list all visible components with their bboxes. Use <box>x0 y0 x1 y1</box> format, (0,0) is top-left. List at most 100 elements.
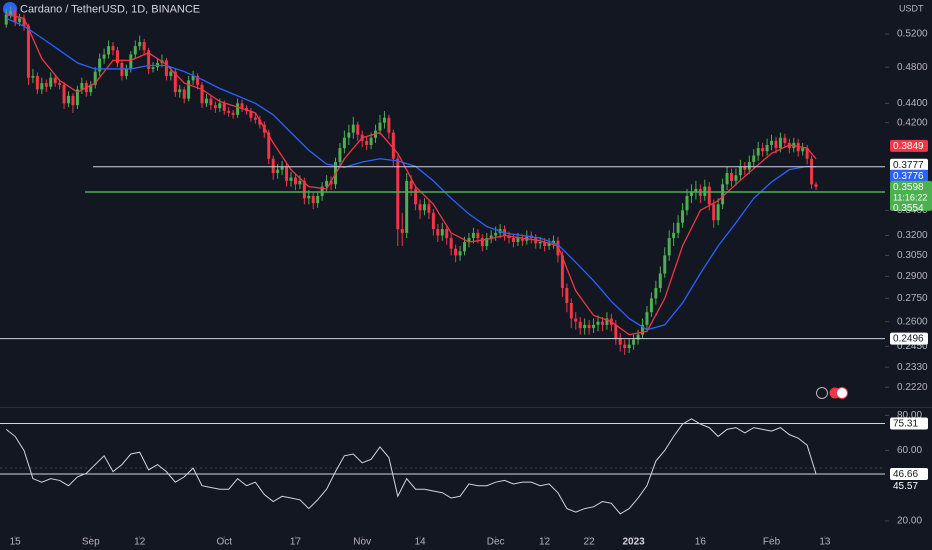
candle-body <box>236 103 240 115</box>
candle-body <box>463 242 467 252</box>
x-tick-label: 2023 <box>622 537 645 548</box>
y-tick-label: 60.00 <box>897 445 922 456</box>
y-tick-label: 0.4800 <box>897 62 928 73</box>
x-tick-label: Nov <box>353 537 371 548</box>
moving-average <box>6 13 817 336</box>
candle-body <box>115 50 119 63</box>
candle-body <box>752 155 756 162</box>
x-tick-label: 13 <box>819 537 831 548</box>
candle-body <box>716 204 720 221</box>
candle-body <box>729 173 733 181</box>
candle-body <box>654 287 658 299</box>
level-label: 0.2496 <box>893 334 924 345</box>
candle-body <box>9 10 13 15</box>
candle-body <box>422 204 426 211</box>
candle-body <box>431 212 435 230</box>
candle-body <box>480 238 484 247</box>
level-label: 75.31 <box>893 419 918 430</box>
candle-body <box>142 42 146 51</box>
candle-body <box>107 46 111 55</box>
ma-value-label-box <box>890 169 928 182</box>
event-icon[interactable] <box>816 387 828 399</box>
candle-body <box>133 46 137 55</box>
candle-body <box>560 255 564 288</box>
candle-body <box>289 177 293 181</box>
candle-body <box>75 89 79 106</box>
candle-body <box>520 238 524 241</box>
y-tick-label: 0.2330 <box>897 362 928 373</box>
candle-body <box>400 229 404 233</box>
candle-body <box>636 334 640 340</box>
candle-body <box>587 324 591 329</box>
candle-body <box>325 180 329 187</box>
candle-body <box>258 119 262 125</box>
candle-body <box>725 173 729 185</box>
candle-body <box>645 312 649 325</box>
candle-body <box>449 238 453 249</box>
candle-body <box>765 144 769 152</box>
candle-body <box>516 238 520 243</box>
candle-body <box>618 337 622 345</box>
candle-body <box>574 318 578 322</box>
candle-body <box>35 75 39 90</box>
candle-body <box>605 318 609 325</box>
candle-body <box>569 302 573 319</box>
candle-body <box>67 95 71 104</box>
unit-label: USDT <box>899 3 924 13</box>
candle-body <box>53 77 57 84</box>
level-label-box <box>890 332 928 345</box>
candle-body <box>552 240 556 244</box>
candle-body <box>672 232 676 239</box>
candle-body <box>191 75 195 81</box>
flag-icon[interactable] <box>836 387 848 399</box>
candle-body <box>747 161 751 170</box>
candle-body <box>196 75 200 85</box>
candle-body <box>494 232 498 236</box>
candle-body <box>774 140 778 149</box>
candle-body <box>681 210 685 223</box>
candle-body <box>801 148 805 152</box>
candle-body <box>458 251 462 256</box>
candle-body <box>347 132 351 138</box>
candle-body <box>280 166 284 170</box>
candle-body <box>440 229 444 236</box>
x-tick-label: 15 <box>10 537 22 548</box>
x-tick-label: 22 <box>584 537 596 548</box>
y-tick-label: 20.00 <box>897 516 922 527</box>
candle-body <box>187 80 191 99</box>
x-tick-label: 12 <box>539 537 551 548</box>
candle-body <box>658 273 662 288</box>
y-tick-label: 0.2900 <box>897 271 928 282</box>
candle-body <box>427 204 431 213</box>
last-price-label: 0.3598 <box>893 182 924 193</box>
candle-body <box>707 186 711 205</box>
y-tick-label: 0.4400 <box>897 98 928 109</box>
candle-body <box>738 166 742 176</box>
candle-body <box>267 132 271 159</box>
candle-body <box>231 112 235 115</box>
candle-body <box>124 68 128 76</box>
y-tick-label: 0.2750 <box>897 293 928 304</box>
y-tick-label: 0.3200 <box>897 230 928 241</box>
candle-body <box>111 46 115 51</box>
candle-body <box>694 188 698 193</box>
chart-title: Cardano / TetherUSD, 1D, BINANCE <box>20 3 200 15</box>
candle-body <box>218 103 222 109</box>
candle-body <box>756 148 760 156</box>
candle-body <box>387 117 391 133</box>
candle-body <box>98 58 102 72</box>
candle-body <box>814 184 818 187</box>
candle-body <box>147 50 151 69</box>
price-box <box>890 180 932 211</box>
candle-body <box>614 324 618 338</box>
level-label: 0.3777 <box>893 160 924 171</box>
y-tick-label: 0.4200 <box>897 117 928 128</box>
level-label-box <box>890 417 928 430</box>
candle-body <box>511 238 515 243</box>
x-tick-label: 16 <box>695 537 707 548</box>
candle-body <box>600 321 604 325</box>
candle-body <box>418 204 422 211</box>
candle-body <box>734 175 738 181</box>
